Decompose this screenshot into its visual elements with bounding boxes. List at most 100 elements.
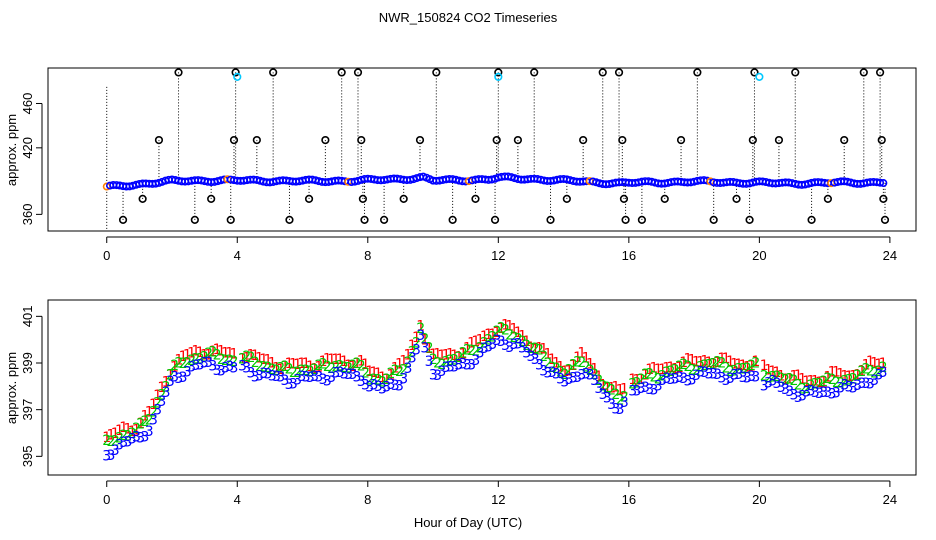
series-2-point: 2 [102, 433, 111, 449]
series-2-point: 2 [599, 379, 608, 395]
series-3-point: 3 [666, 372, 675, 388]
bottom-y-tick-label: 399 [20, 352, 35, 374]
series-3-point: 3 [505, 340, 514, 356]
series-2-point: 2 [548, 360, 557, 376]
series-1-point: 1 [467, 335, 476, 351]
series-2-point: 2 [700, 358, 709, 374]
series-3-point: 3 [272, 369, 281, 385]
bottom-y-axis-label: approx. ppm [4, 352, 19, 424]
series-3-point: 3 [429, 367, 438, 383]
series-3-point: 3 [773, 376, 782, 392]
series-1-point: 1 [501, 318, 510, 334]
series-3-point: 3 [722, 373, 731, 389]
series-2-point: 2 [115, 430, 124, 446]
series-3-point: 3 [463, 357, 472, 373]
series-3-point: 3 [323, 373, 332, 389]
series-1-point: 1 [484, 327, 493, 343]
series-1-point: 1 [378, 370, 387, 386]
series-2-point: 2 [836, 375, 845, 391]
flagged-point [732, 194, 741, 203]
series-2-point: 2 [408, 344, 417, 360]
series-2-point: 2 [280, 359, 289, 375]
series-2-point: 2 [641, 367, 650, 383]
flagged-point [154, 135, 164, 145]
bottom-x-tick-label: 12 [491, 492, 505, 507]
series-1-point: 1 [221, 345, 230, 361]
series-1-point: 1 [518, 328, 527, 344]
series-1-point: 1 [136, 416, 145, 432]
series-3-point: 3 [709, 366, 718, 382]
top-x-axis: 0 4 8 12 16 20 24 [103, 236, 897, 263]
series-3-point: 3 [497, 334, 506, 350]
flagged-point [546, 215, 555, 225]
series-1-point: 1 [823, 369, 832, 385]
series-1-point: 1 [650, 360, 659, 376]
series-1-point: 1 [327, 352, 336, 368]
series-2-point: 2 [314, 358, 323, 374]
flagged-point [562, 194, 571, 203]
series-1-point: 1 [666, 360, 675, 376]
series-2-point: 2 [717, 355, 726, 371]
series-3-point: 3 [412, 343, 421, 359]
series-2-point: 2 [798, 381, 807, 397]
series-3-point: 3 [327, 370, 336, 386]
series-1-point: 1 [722, 351, 731, 367]
series-3-point: 3 [823, 385, 832, 401]
flagged-point [190, 215, 199, 225]
series-3-point: 3 [395, 379, 404, 395]
series-2-point: 2 [722, 360, 731, 376]
series-3-point: 3 [569, 371, 578, 387]
series-1-point: 1 [522, 334, 531, 350]
series-2-point: 2 [696, 360, 705, 376]
series-2-point: 2 [191, 351, 200, 367]
series-1-point: 1 [548, 352, 557, 368]
series-1-point: 1 [480, 329, 489, 345]
series-2-point: 2 [263, 360, 272, 376]
series-3-point: 3 [149, 412, 158, 428]
flagged-point [380, 215, 389, 225]
series-1-point: 1 [726, 354, 735, 370]
series-1-point: 1 [641, 367, 650, 383]
series-2-point: 2 [247, 350, 256, 366]
series-3-point: 3 [781, 382, 790, 398]
series-1-point: 1 [454, 349, 463, 365]
series-2-point: 2 [870, 366, 879, 382]
series-1-point: 1 [289, 356, 298, 372]
series-3-point: 3 [616, 402, 625, 418]
series-3-point: 3 [832, 385, 841, 401]
series-3-point: 3 [628, 384, 637, 400]
series-1-point: 1 [552, 355, 561, 371]
series-1-point: 1 [323, 352, 332, 368]
series-3-point: 3 [874, 368, 883, 384]
series-2-point: 2 [183, 355, 192, 371]
series-2-point: 2 [671, 363, 680, 379]
series-1-point: 1 [789, 368, 798, 384]
series-1-point: 1 [802, 374, 811, 390]
series-1-point: 1 [717, 351, 726, 367]
series-2-point: 2 [217, 352, 226, 368]
series-3-point: 3 [543, 366, 552, 382]
series-3-point: 3 [268, 369, 277, 385]
series-1-point: 1 [319, 354, 328, 370]
series-2-point: 2 [726, 364, 735, 380]
series-1-point: 1 [263, 353, 272, 369]
series-2-point: 2 [476, 340, 485, 356]
series-1-point: 1 [645, 362, 654, 378]
series-1-point: 1 [463, 340, 472, 356]
series-1-point: 1 [773, 365, 782, 381]
series-1-point: 1 [450, 348, 459, 364]
flagged-point [304, 194, 314, 203]
series-2-point: 2 [242, 349, 251, 365]
series-3-point: 3 [734, 367, 743, 383]
series-2-point: 2 [616, 392, 625, 408]
top-flagged-points [118, 68, 890, 225]
series-3-point: 3 [153, 402, 162, 418]
series-3-point: 3 [751, 370, 760, 386]
series-2-point: 2 [607, 382, 616, 398]
series-3-point: 3 [802, 385, 811, 401]
series-3-point: 3 [641, 380, 650, 396]
series-1-point: 1 [107, 427, 116, 443]
series-3-point: 3 [471, 353, 480, 369]
series-2-point: 2 [399, 362, 408, 378]
top-x-tick-label: 4 [234, 248, 241, 263]
